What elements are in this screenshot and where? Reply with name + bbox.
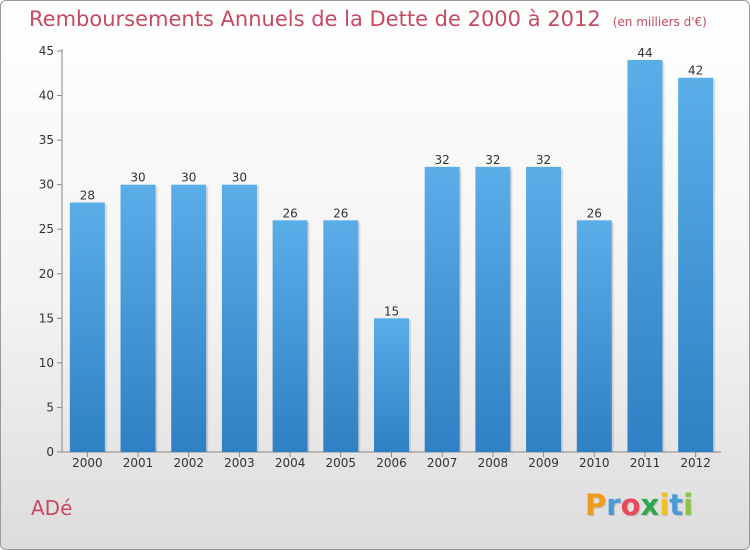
bar-value-label: 32 (435, 153, 450, 167)
x-tick-label: 2003 (224, 456, 255, 470)
bar-shadow (459, 168, 462, 452)
bar-value-label: 44 (637, 46, 652, 60)
x-tick-label: 2009 (528, 456, 559, 470)
y-tick-label: 10 (39, 356, 54, 370)
x-tick-label: 2006 (376, 456, 407, 470)
bar (475, 166, 511, 452)
bar (171, 184, 207, 452)
bar-value-label: 30 (181, 171, 196, 185)
x-tick-label: 2012 (680, 456, 711, 470)
x-tick-label: 2005 (326, 456, 357, 470)
bar (678, 77, 714, 452)
bar-shadow (104, 204, 107, 452)
x-tick-label: 2000 (72, 456, 103, 470)
x-tick-label: 2010 (579, 456, 610, 470)
x-tick-label: 2008 (478, 456, 509, 470)
bar (120, 184, 156, 452)
bar (221, 184, 257, 452)
y-tick-label: 45 (39, 44, 54, 58)
bar-value-label: 42 (688, 64, 703, 78)
x-tick-label: 2011 (630, 456, 661, 470)
y-tick-label: 15 (39, 311, 54, 325)
y-axis: 0 5 10 15 20 25 30 35 40 45 (39, 44, 63, 459)
y-tick-label: 30 (39, 178, 54, 192)
bar (576, 220, 612, 452)
bars (69, 59, 716, 453)
bar-shadow (662, 61, 665, 453)
logo-letter: t (669, 488, 684, 522)
y-tick-label: 35 (39, 133, 54, 147)
bar-shadow (155, 186, 158, 452)
bar-value-label: 32 (536, 153, 551, 167)
y-tick-label: 20 (39, 267, 54, 281)
bar-shadow (561, 168, 564, 452)
bar-shadow (713, 79, 716, 452)
x-tick-label: 2002 (173, 456, 204, 470)
unit-label: (en milliers d'€) (612, 15, 707, 29)
bar (424, 166, 460, 452)
bar-value-label: 30 (232, 171, 247, 185)
bar-value-label: 26 (587, 206, 602, 220)
y-tick-label: 40 (39, 89, 54, 103)
chart-title: Remboursements Annuels de la Dette de 20… (29, 7, 707, 31)
bar (627, 59, 663, 453)
bar-value-label: 28 (80, 188, 95, 202)
bar-shadow (256, 186, 259, 452)
logo-letter: i (659, 488, 670, 522)
commune-name: ADé (31, 496, 73, 520)
bar (69, 202, 105, 452)
y-tick-label: 5 (46, 400, 54, 414)
x-tick-label: 2001 (123, 456, 154, 470)
logo-letter: i (683, 488, 694, 522)
x-axis: 2000 2001 2002 2003 2004 2005 2006 2007 2008 2009… (62, 451, 721, 470)
bar-value-label: 32 (485, 153, 500, 167)
bar-shadow (409, 320, 411, 452)
title-text: Remboursements Annuels de la Dette de 20… (29, 7, 601, 31)
bar-value-label: 26 (333, 206, 348, 220)
bar-shadow (611, 222, 614, 452)
bar (374, 318, 409, 452)
bar-shadow (307, 222, 310, 452)
proxiti-logo[interactable]: Proxiti (585, 488, 693, 522)
bar-value-labels: 28 30 30 30 26 26 15 32 32 32 26 44 42 (80, 46, 704, 318)
bar-value-label: 26 (282, 206, 297, 220)
bar-shadow (510, 168, 513, 452)
bar-value-label: 15 (384, 304, 399, 318)
x-tick-label: 2007 (427, 456, 458, 470)
x-tick-label: 2004 (275, 456, 306, 470)
y-tick-label: 25 (39, 222, 54, 236)
bar-shadow (358, 222, 361, 452)
bar-value-label: 30 (130, 171, 145, 185)
bar (272, 220, 308, 452)
bar (526, 166, 562, 452)
logo-letter: P (585, 488, 607, 522)
logo-letter: x (640, 488, 660, 522)
y-tick-label: 0 (46, 445, 54, 459)
logo-letter: r (606, 488, 621, 522)
logo-letter: o (620, 488, 641, 522)
bar-shadow (206, 186, 209, 452)
bar (323, 220, 359, 452)
